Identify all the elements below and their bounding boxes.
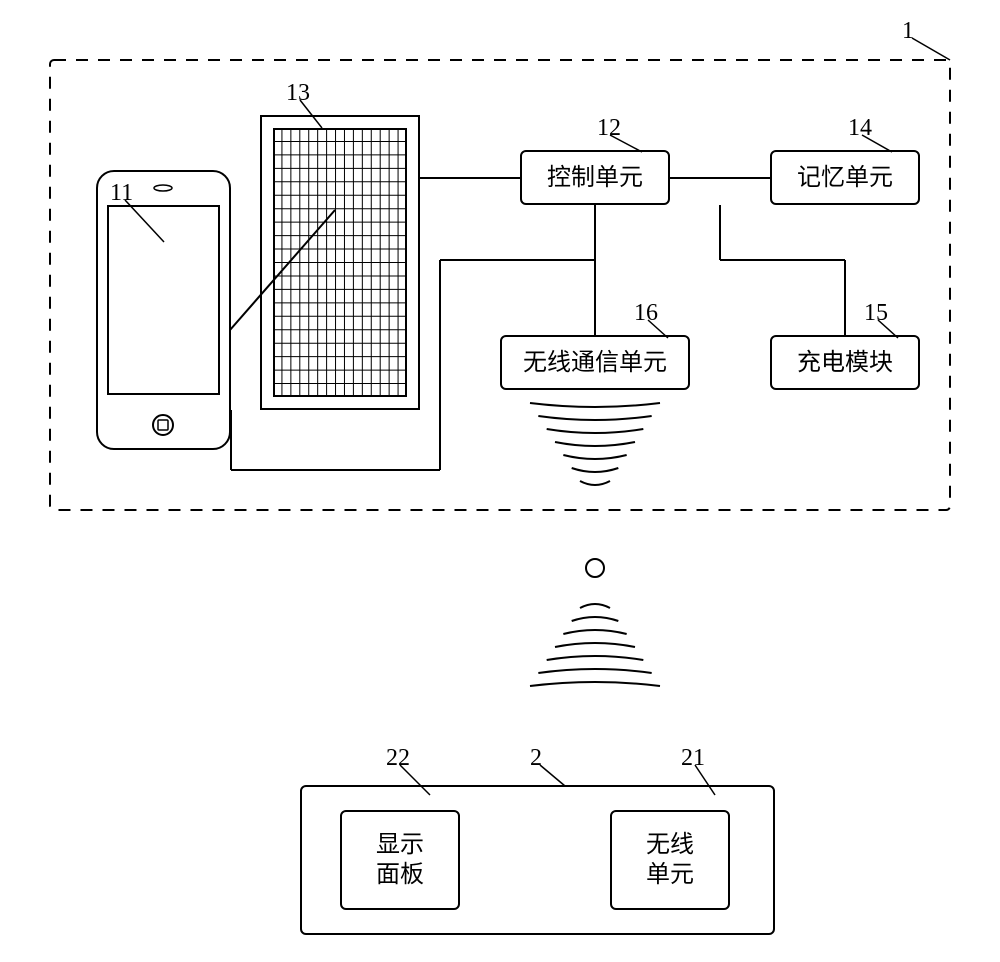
ref-12: 12 xyxy=(597,115,621,142)
control-unit-box: 控制单元 xyxy=(520,150,670,205)
ref-1: 1 xyxy=(902,18,914,45)
display-panel-label: 显示 面板 xyxy=(376,830,424,890)
radio-unit-label: 无线 单元 xyxy=(646,830,694,890)
display-panel-l1: 显示 xyxy=(376,832,424,858)
wireless-unit-label: 无线通信单元 xyxy=(523,348,667,378)
radio-unit-l1: 无线 xyxy=(646,832,694,858)
ref-2: 2 xyxy=(530,745,542,772)
display-panel-l2: 面板 xyxy=(376,862,424,888)
sensor-inner xyxy=(273,128,407,397)
ref-14: 14 xyxy=(848,115,872,142)
control-unit-label: 控制单元 xyxy=(547,163,643,193)
ref-16: 16 xyxy=(634,300,658,327)
radio-unit-l2: 单元 xyxy=(646,862,694,888)
wireless-unit-box: 无线通信单元 xyxy=(500,335,690,390)
memory-unit-box: 记忆单元 xyxy=(770,150,920,205)
ref-22: 22 xyxy=(386,745,410,772)
radio-unit-box: 无线 单元 xyxy=(610,810,730,910)
charge-module-box: 充电模块 xyxy=(770,335,920,390)
ref-13: 13 xyxy=(286,80,310,107)
ref-21: 21 xyxy=(681,745,705,772)
ref-15: 15 xyxy=(864,300,888,327)
diagram-canvas: 控制单元 记忆单元 无线通信单元 充电模块 显示 面板 无线 单元 1 11 1… xyxy=(0,0,1000,962)
display-panel-box: 显示 面板 xyxy=(340,810,460,910)
phone-screen xyxy=(107,205,220,395)
charge-module-label: 充电模块 xyxy=(797,348,893,378)
ref-11: 11 xyxy=(110,180,133,207)
memory-unit-label: 记忆单元 xyxy=(797,163,893,193)
